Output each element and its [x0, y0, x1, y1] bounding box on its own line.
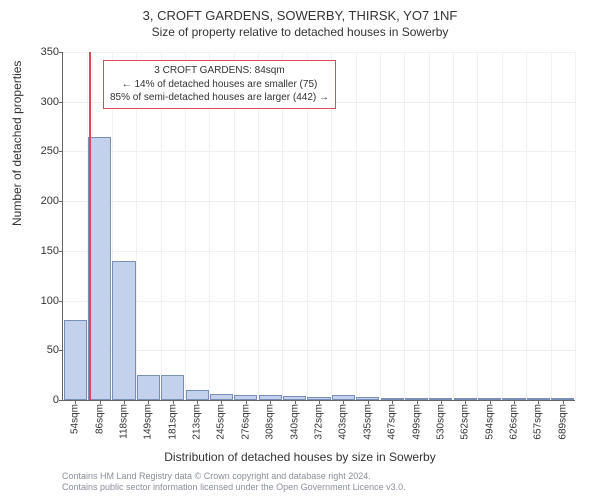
xtick-label: 276sqm [240, 404, 251, 440]
footer-line-1: Contains HM Land Registry data © Crown c… [62, 471, 406, 483]
xtick-label: 626sqm [509, 404, 520, 440]
x-axis-label: Distribution of detached houses by size … [0, 450, 600, 464]
ytick-label: 100 [19, 295, 59, 307]
xtick-label: 689sqm [557, 404, 568, 440]
bar [88, 137, 111, 400]
grid-v [453, 52, 454, 400]
footer-line-2: Contains public sector information licen… [62, 482, 406, 494]
xtick-label: 372sqm [314, 404, 325, 440]
grid-h [63, 201, 575, 202]
xtick-label: 562sqm [460, 404, 471, 440]
xtick-label: 530sqm [435, 404, 446, 440]
xtick-label: 149sqm [143, 404, 154, 440]
xtick-label: 657sqm [533, 404, 544, 440]
ytick-label: 0 [19, 394, 59, 406]
grid-v [502, 52, 503, 400]
xtick-label: 213sqm [192, 404, 203, 440]
xtick-label: 245sqm [216, 404, 227, 440]
ytick-mark [59, 201, 63, 202]
ytick-mark [59, 251, 63, 252]
annotation-line: ← 14% of detached houses are smaller (75… [110, 78, 329, 92]
ytick-label: 150 [19, 245, 59, 257]
ytick-label: 300 [19, 96, 59, 108]
ytick-mark [59, 350, 63, 351]
plot-area: 05010015020025030035054sqm86sqm118sqm149… [62, 52, 575, 401]
ytick-label: 350 [19, 46, 59, 58]
annotation-line: 3 CROFT GARDENS: 84sqm [110, 64, 329, 78]
bar [64, 320, 87, 400]
ytick-label: 200 [19, 195, 59, 207]
xtick-label: 340sqm [289, 404, 300, 440]
grid-h [63, 251, 575, 252]
grid-v [356, 52, 357, 400]
grid-h [63, 301, 575, 302]
xtick-label: 435sqm [362, 404, 373, 440]
chart-title-main: 3, CROFT GARDENS, SOWERBY, THIRSK, YO7 1… [0, 0, 600, 23]
grid-v [526, 52, 527, 400]
chart-title-sub: Size of property relative to detached ho… [0, 23, 600, 39]
xtick-label: 467sqm [387, 404, 398, 440]
xtick-label: 118sqm [118, 404, 129, 439]
grid-v [380, 52, 381, 400]
annotation-box: 3 CROFT GARDENS: 84sqm← 14% of detached … [103, 60, 336, 109]
grid-h [63, 52, 575, 53]
ytick-mark [59, 102, 63, 103]
annotation-line: 85% of semi-detached houses are larger (… [110, 91, 329, 105]
grid-v [477, 52, 478, 400]
xtick-label: 594sqm [484, 404, 495, 440]
property-marker-line [89, 52, 91, 400]
ytick-label: 250 [19, 145, 59, 157]
grid-v [429, 52, 430, 400]
ytick-mark [59, 301, 63, 302]
y-axis-label: Number of detached properties [10, 61, 24, 226]
grid-h [63, 151, 575, 152]
bar [137, 375, 160, 400]
attribution-footer: Contains HM Land Registry data © Crown c… [62, 471, 406, 494]
ytick-mark [59, 151, 63, 152]
xtick-label: 54sqm [70, 404, 81, 434]
grid-v [404, 52, 405, 400]
xtick-label: 499sqm [411, 404, 422, 440]
bar [112, 261, 135, 400]
xtick-label: 308sqm [265, 404, 276, 440]
xtick-label: 181sqm [167, 404, 178, 440]
xtick-label: 86sqm [94, 404, 105, 434]
grid-v [575, 52, 576, 400]
bar [186, 390, 209, 400]
ytick-mark [59, 400, 63, 401]
bar [161, 375, 184, 400]
grid-v [551, 52, 552, 400]
xtick-label: 403sqm [338, 404, 349, 440]
chart-container: 3, CROFT GARDENS, SOWERBY, THIRSK, YO7 1… [0, 0, 600, 500]
ytick-mark [59, 52, 63, 53]
grid-h [63, 350, 575, 351]
ytick-label: 50 [19, 344, 59, 356]
